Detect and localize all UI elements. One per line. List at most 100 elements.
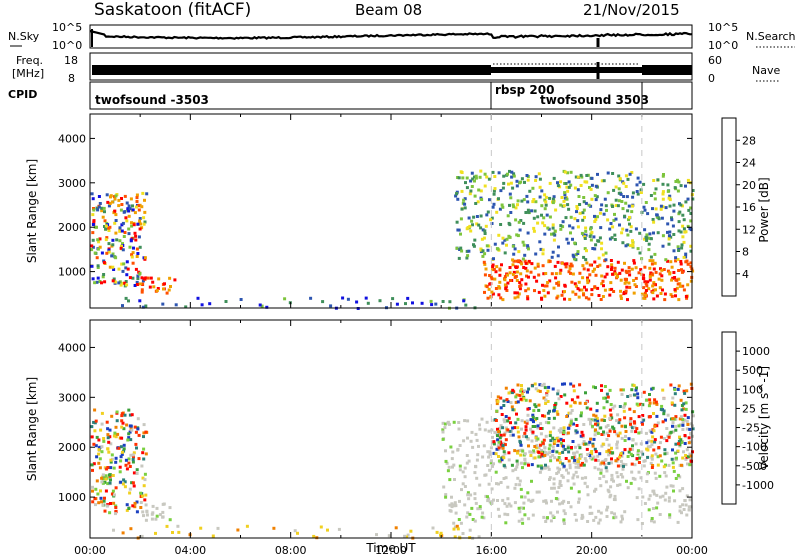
- data-cell: [463, 485, 467, 488]
- data-cell: [566, 241, 570, 245]
- data-cell: [111, 243, 115, 247]
- data-cell: [141, 451, 145, 455]
- data-cell: [142, 431, 146, 435]
- data-cell: [145, 192, 149, 196]
- data-cell: [565, 262, 569, 266]
- data-cell: [611, 272, 614, 276]
- data-cell: [120, 414, 124, 418]
- data-cell: [520, 384, 523, 387]
- data-cell: [598, 477, 602, 480]
- data-cell: [554, 272, 558, 276]
- data-cell: [557, 486, 561, 489]
- data-cell: [514, 395, 518, 399]
- data-cell: [529, 270, 533, 274]
- data-cell: [472, 215, 476, 219]
- data-cell: [565, 197, 569, 201]
- data-cell: [545, 392, 549, 396]
- data-cell: [587, 297, 591, 301]
- data-cell: [511, 258, 515, 262]
- data-cell: [629, 422, 632, 426]
- data-cell: [593, 489, 596, 493]
- data-cell: [122, 210, 126, 214]
- data-cell: [140, 534, 144, 538]
- data-cell: [467, 249, 471, 253]
- data-cell: [562, 509, 566, 513]
- data-cell: [551, 436, 555, 440]
- data-cell: [614, 185, 618, 189]
- data-cell: [584, 258, 588, 262]
- data-cell: [480, 198, 484, 201]
- data-cell: [495, 402, 499, 406]
- data-cell: [110, 453, 114, 457]
- data-cell: [573, 513, 577, 516]
- data-cell: [508, 266, 512, 269]
- data-cell: [675, 286, 679, 290]
- data-cell: [518, 281, 522, 285]
- data-cell: [448, 509, 452, 513]
- data-cell: [605, 392, 609, 396]
- data-cell: [121, 482, 125, 486]
- data-cell: [602, 432, 606, 436]
- data-cell: [520, 278, 524, 282]
- data-cell: [668, 198, 672, 202]
- data-cell: [526, 200, 530, 204]
- data-cell: [578, 383, 582, 387]
- data-cell: [537, 446, 541, 450]
- data-cell: [584, 233, 588, 237]
- data-cell: [648, 398, 652, 402]
- data-cell: [652, 448, 656, 452]
- data-cell: [667, 435, 671, 439]
- data-cell: [569, 215, 573, 219]
- data-cell: [683, 413, 687, 417]
- data-cell: [473, 492, 477, 496]
- data-cell: [309, 296, 313, 300]
- data-cell: [555, 296, 559, 300]
- data-cell: [490, 216, 494, 220]
- data-cell: [612, 479, 615, 483]
- data-cell: [672, 271, 676, 274]
- data-cell: [530, 262, 534, 266]
- data-cell: [681, 224, 685, 228]
- data-cell: [585, 261, 589, 265]
- x-tick-label: 12:00: [375, 544, 407, 554]
- data-cell: [524, 428, 528, 432]
- data-cell: [551, 226, 555, 230]
- data-cell: [462, 299, 466, 303]
- data-cell: [618, 431, 622, 435]
- data-cell: [116, 432, 120, 436]
- data-cell: [121, 450, 124, 454]
- data-cell: [660, 404, 664, 408]
- data-cell: [394, 526, 398, 530]
- colorbar-tick-label: 20: [742, 179, 756, 192]
- data-cell: [677, 229, 681, 233]
- data-cell: [499, 481, 503, 484]
- data-cell: [606, 424, 610, 427]
- data-cell: [452, 504, 456, 508]
- data-cell: [525, 419, 529, 423]
- data-cell: [519, 443, 523, 447]
- data-cell: [473, 175, 476, 179]
- data-cell: [609, 281, 613, 285]
- data-cell: [101, 477, 105, 481]
- data-cell: [663, 498, 667, 502]
- data-cell: [128, 487, 132, 491]
- data-cell: [582, 423, 586, 426]
- data-cell: [603, 414, 607, 418]
- data-cell: [488, 452, 492, 456]
- data-cell: [534, 387, 538, 391]
- data-cell: [479, 226, 483, 230]
- cpid-segment-1: twofsound -3503: [95, 93, 209, 107]
- data-cell: [554, 497, 558, 500]
- data-cell: [544, 463, 547, 467]
- data-cell: [506, 214, 510, 218]
- data-cell: [517, 292, 521, 296]
- data-cell: [474, 174, 478, 178]
- data-cell: [463, 419, 467, 423]
- data-cell: [650, 262, 654, 266]
- data-cell: [605, 400, 609, 404]
- data-cell: [626, 177, 630, 181]
- data-cell: [92, 220, 96, 224]
- data-cell: [497, 446, 501, 450]
- data-cell: [567, 411, 571, 415]
- data-cell: [439, 531, 443, 535]
